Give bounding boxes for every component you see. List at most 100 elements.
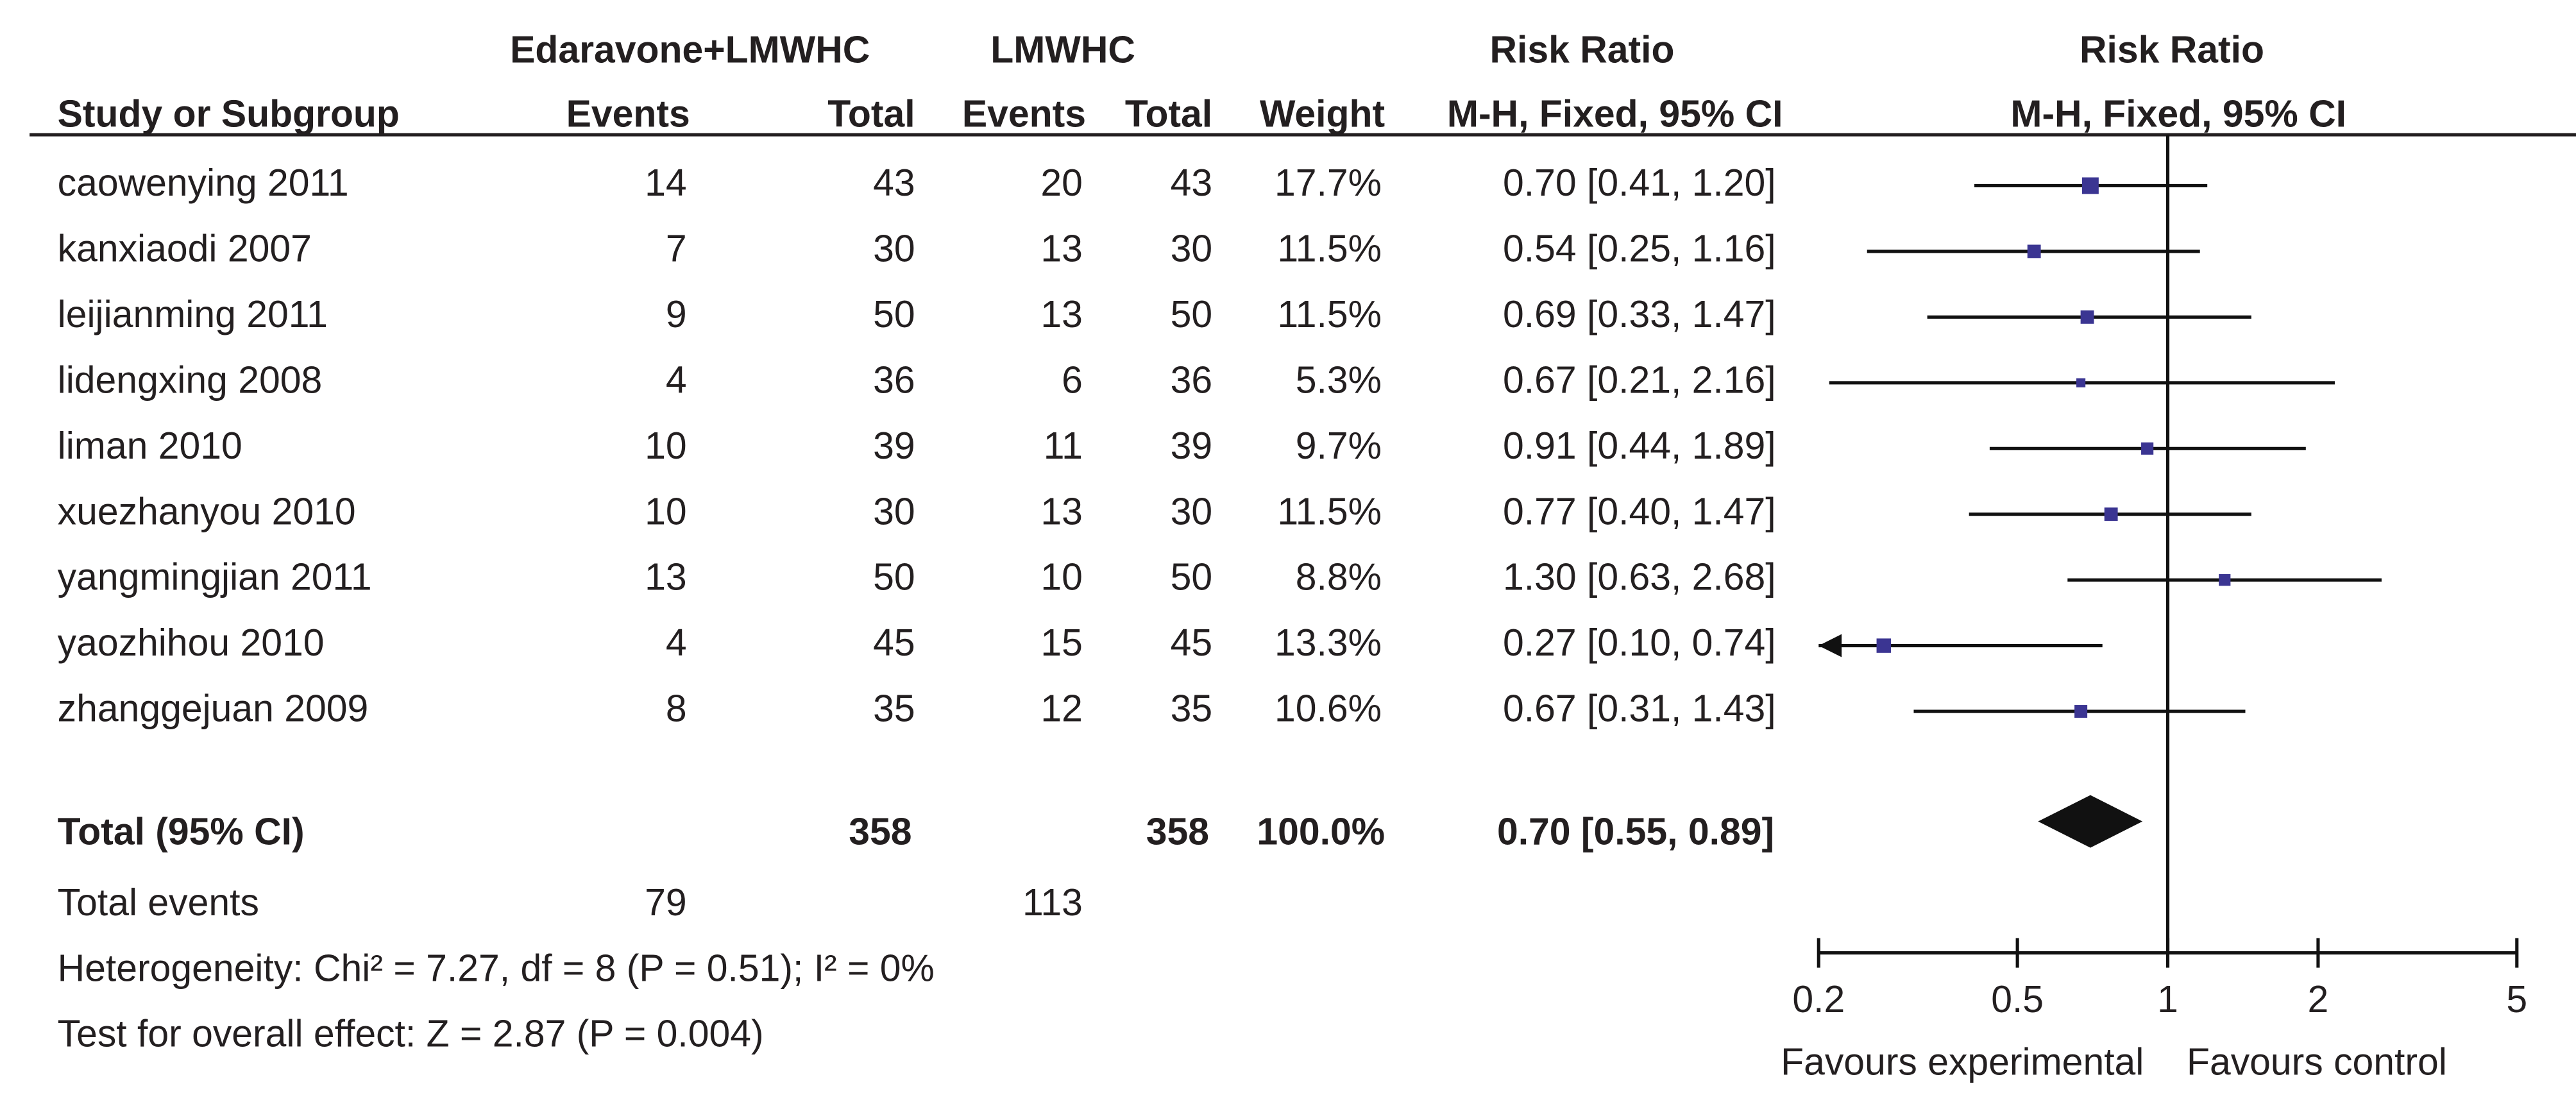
cell: 43 — [1171, 162, 1213, 204]
cell: 6 — [1062, 359, 1083, 401]
point-estimate — [2104, 507, 2118, 521]
group-header: Risk Ratio — [2080, 30, 2264, 71]
cell: 0.91 [0.44, 1.89] — [1503, 425, 1776, 467]
x-tick-label: 1 — [2157, 979, 2178, 1021]
x-label-left: Favours experimental — [1781, 1041, 2144, 1083]
cell: 1.30 [0.63, 2.68] — [1503, 557, 1776, 598]
cell: 17.7% — [1275, 162, 1382, 204]
cell: 30 — [873, 491, 915, 532]
cell: 20 — [1040, 162, 1083, 204]
column-header: Events — [962, 93, 1086, 135]
cell: 0.27 [0.10, 0.74] — [1503, 622, 1776, 664]
group-header: Edaravone+LMWHC — [510, 30, 870, 71]
cell: 0.70 [0.41, 1.20] — [1503, 162, 1776, 204]
x-tick-label: 2 — [2308, 979, 2329, 1021]
cell: 113 — [1022, 882, 1083, 924]
total-name: Total (95% CI) — [58, 811, 305, 853]
cell: 50 — [873, 294, 915, 335]
cell: 10 — [645, 491, 687, 532]
column-header: Events — [566, 93, 690, 135]
cell: 30 — [873, 228, 915, 269]
cell: 13 — [1040, 228, 1083, 269]
cell: 45 — [873, 622, 915, 664]
cell: 79 — [645, 882, 687, 924]
x-tick-label: 0.5 — [1991, 979, 2044, 1021]
cell: 10 — [1040, 557, 1083, 598]
cell: 39 — [873, 425, 915, 467]
column-header: Total — [827, 93, 915, 135]
total-events-label: Total events — [58, 882, 259, 924]
cell: 12 — [1040, 688, 1083, 730]
overall-effect: Test for overall effect: Z = 2.87 (P = 0… — [58, 1013, 764, 1055]
cell: 13 — [1040, 294, 1083, 335]
cell: 8.8% — [1296, 557, 1382, 598]
point-estimate — [2080, 310, 2094, 324]
x-tick-label: 5 — [2506, 979, 2527, 1021]
study-name: kanxiaodi 2007 — [58, 228, 312, 269]
pooled-diamond — [2038, 795, 2143, 848]
cell: 358 — [849, 811, 911, 853]
cell: 11.5% — [1277, 294, 1382, 335]
cell: 50 — [1171, 557, 1213, 598]
cell: 50 — [1171, 294, 1213, 335]
point-estimate — [2027, 244, 2041, 258]
cell: 35 — [1171, 688, 1213, 730]
cell: 358 — [1146, 811, 1209, 853]
cell: 13.3% — [1275, 622, 1382, 664]
point-estimate — [2074, 705, 2088, 718]
study-name: yangmingjian 2011 — [58, 557, 372, 598]
group-header: Risk Ratio — [1489, 30, 1674, 71]
cell: 45 — [1171, 622, 1213, 664]
cell: 8 — [666, 688, 687, 730]
column-header: Total — [1125, 93, 1212, 135]
cell: 30 — [1171, 491, 1213, 532]
point-estimate — [2219, 574, 2231, 586]
column-header: M-H, Fixed, 95% CI — [1447, 93, 1783, 135]
point-estimate — [2081, 177, 2099, 194]
cell: 0.70 [0.55, 0.89] — [1497, 811, 1774, 853]
study-name: xuezhanyou 2010 — [58, 491, 356, 532]
study-name: caowenying 2011 — [58, 162, 349, 204]
cell: 9 — [666, 294, 687, 335]
study-name: liman 2010 — [58, 425, 242, 467]
x-label-right: Favours control — [2187, 1041, 2447, 1083]
cell: 0.77 [0.40, 1.47] — [1503, 491, 1776, 532]
cell: 39 — [1171, 425, 1213, 467]
cell: 30 — [1171, 228, 1213, 269]
cell: 10 — [645, 425, 687, 467]
cell: 43 — [873, 162, 915, 204]
cell: 11 — [1044, 425, 1083, 467]
cell: 4 — [666, 622, 687, 664]
point-estimate — [2076, 378, 2086, 387]
cell: 0.67 [0.31, 1.43] — [1503, 688, 1776, 730]
cell: 0.67 [0.21, 2.16] — [1503, 359, 1776, 401]
cell: 5.3% — [1296, 359, 1382, 401]
cell: 9.7% — [1296, 425, 1382, 467]
study-name: lidengxing 2008 — [58, 359, 323, 401]
study-name: leijianming 2011 — [58, 294, 328, 335]
heterogeneity: Heterogeneity: Chi² = 7.27, df = 8 (P = … — [58, 947, 935, 989]
column-header: Weight — [1260, 93, 1385, 135]
cell: 11.5% — [1277, 491, 1382, 532]
cell: 15 — [1040, 622, 1083, 664]
column-header: M-H, Fixed, 95% CI — [2010, 93, 2346, 135]
cell: 13 — [645, 557, 687, 598]
cell: 36 — [1171, 359, 1213, 401]
cell: 14 — [645, 162, 687, 204]
point-estimate — [2141, 442, 2154, 455]
cell: 50 — [873, 557, 915, 598]
column-header: Study or Subgroup — [58, 93, 400, 135]
point-estimate — [1876, 638, 1891, 653]
cell: 0.69 [0.33, 1.47] — [1503, 294, 1776, 335]
study-name: zhanggejuan 2009 — [58, 688, 369, 730]
cell: 100.0% — [1257, 811, 1385, 853]
cell: 11.5% — [1277, 228, 1382, 269]
cell: 10.6% — [1275, 688, 1382, 730]
group-header: LMWHC — [990, 30, 1135, 71]
study-name: yaozhihou 2010 — [58, 622, 325, 664]
ci-arrow — [1818, 634, 1842, 657]
cell: 13 — [1040, 491, 1083, 532]
x-tick-label: 0.2 — [1792, 979, 1845, 1021]
